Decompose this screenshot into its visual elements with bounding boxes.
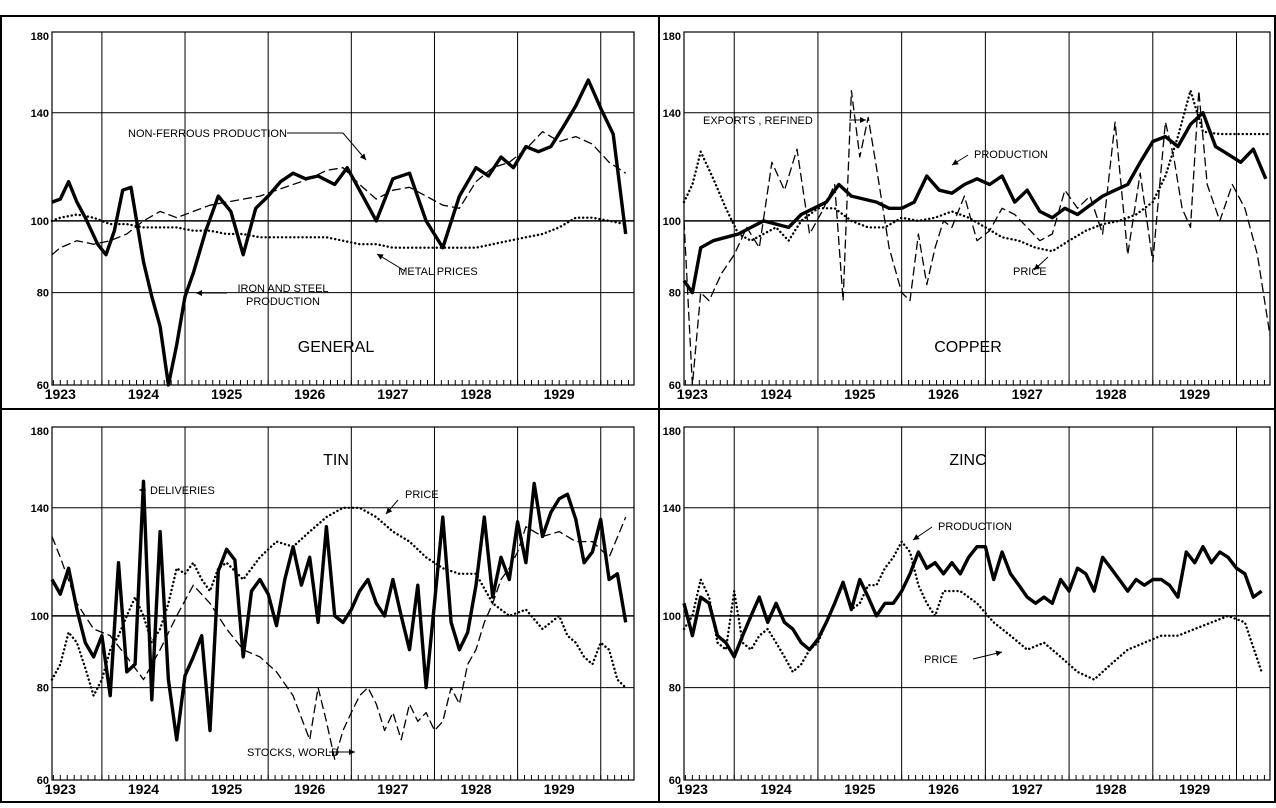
plot-area xyxy=(52,32,634,385)
x-tick-label: 1929 xyxy=(544,781,575,797)
x-tick-label: 1929 xyxy=(1179,386,1210,402)
y-tick-label: 80 xyxy=(37,683,49,695)
annotation-label: PRICE xyxy=(924,654,958,666)
series-line-stocks-world xyxy=(52,517,626,759)
annotation-label: PRICE xyxy=(1013,266,1047,278)
annotation-label: DELIVERIES xyxy=(150,485,215,497)
annotation-label: IRON AND STEEL xyxy=(237,283,328,295)
x-tick-label: 1923 xyxy=(45,386,76,402)
y-tick-label: 140 xyxy=(663,503,681,515)
series-line-production xyxy=(684,113,1266,293)
chart-title: COPPER xyxy=(934,339,1002,356)
annotation-arrowhead xyxy=(952,159,959,165)
annotation-arrowhead xyxy=(349,749,355,755)
x-tick-label: 1923 xyxy=(45,781,76,797)
x-tick-label: 1927 xyxy=(1012,781,1043,797)
x-tick-label: 1929 xyxy=(544,386,575,402)
plot-area xyxy=(684,32,1270,385)
x-tick-label: 1925 xyxy=(211,781,242,797)
chart-title: GENERAL xyxy=(298,339,375,356)
annotation-label: PRODUCTION xyxy=(246,296,320,308)
x-tick-label: 1927 xyxy=(377,781,408,797)
y-tick-label: 140 xyxy=(663,108,681,120)
y-tick-label: 100 xyxy=(31,216,49,228)
x-tick-label: 1929 xyxy=(1179,781,1210,797)
x-tick-label: 1924 xyxy=(128,781,159,797)
x-tick-label: 1924 xyxy=(761,781,792,797)
x-tick-label: 1925 xyxy=(844,386,875,402)
annotation-label: EXPORTS , REFINED xyxy=(703,115,813,127)
y-tick-label: 80 xyxy=(669,288,681,300)
x-tick-label: 1925 xyxy=(844,781,875,797)
chart-title: ZINC xyxy=(949,452,986,469)
annotation-arrowhead xyxy=(377,254,384,260)
y-tick-label: 180 xyxy=(31,426,49,438)
x-tick-label: 1926 xyxy=(928,386,959,402)
series-line-production xyxy=(684,547,1262,657)
annotation-label: STOCKS, WORLD xyxy=(247,747,339,759)
y-tick-label: 100 xyxy=(663,216,681,228)
series-line-price xyxy=(684,542,1262,680)
annotation-arrowhead xyxy=(196,290,202,296)
y-tick-label: 140 xyxy=(31,108,49,120)
annotation-label: PRICE xyxy=(405,489,439,501)
y-tick-label: 80 xyxy=(669,683,681,695)
annotation-arrowhead xyxy=(860,117,866,123)
annotation-leader xyxy=(287,133,366,160)
x-tick-label: 1924 xyxy=(128,386,159,402)
x-tick-label: 1925 xyxy=(211,386,242,402)
y-tick-label: 100 xyxy=(31,611,49,623)
x-tick-label: 1926 xyxy=(294,781,325,797)
x-tick-label: 1923 xyxy=(677,386,708,402)
x-tick-label: 1928 xyxy=(1095,386,1126,402)
chart-title: TIN xyxy=(323,452,349,469)
x-tick-label: 1924 xyxy=(761,386,792,402)
series-line-deliveries xyxy=(52,481,626,740)
annotation-arrowhead xyxy=(913,534,920,540)
x-tick-label: 1927 xyxy=(1012,386,1043,402)
x-tick-label: 1927 xyxy=(377,386,408,402)
annotation-label: NON-FERROUS PRODUCTION xyxy=(128,128,287,140)
y-tick-label: 100 xyxy=(663,611,681,623)
x-tick-label: 1928 xyxy=(460,781,491,797)
y-tick-label: 180 xyxy=(663,426,681,438)
y-tick-label: 180 xyxy=(31,31,49,43)
y-tick-label: 80 xyxy=(37,288,49,300)
x-tick-label: 1928 xyxy=(1095,781,1126,797)
y-tick-label: 180 xyxy=(663,31,681,43)
annotation-label: METAL PRICES xyxy=(398,266,477,278)
x-tick-label: 1928 xyxy=(460,386,491,402)
x-tick-label: 1926 xyxy=(294,386,325,402)
annotation-label: PRODUCTION xyxy=(974,149,1048,161)
y-tick-label: 140 xyxy=(31,503,49,515)
x-tick-label: 1923 xyxy=(677,781,708,797)
annotation-label: PRODUCTION xyxy=(938,521,1012,533)
x-tick-label: 1926 xyxy=(928,781,959,797)
annotation-arrowhead xyxy=(996,651,1003,657)
